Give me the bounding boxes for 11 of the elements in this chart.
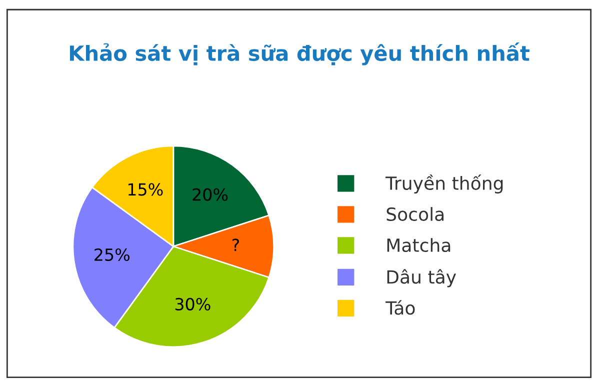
data-label: 30%	[175, 298, 210, 310]
legend-label: Truyền thống	[386, 174, 503, 194]
legend-label: Táo	[386, 300, 415, 315]
chart-title: Khảo sát vị trà sữa được yêu thích nhất	[70, 42, 530, 66]
legend-label: Dâu tây	[387, 269, 456, 288]
legend-label: Socola	[386, 207, 444, 222]
data-label: 25%	[94, 248, 130, 261]
data-label: ?	[232, 238, 239, 251]
data-label: 20%	[192, 188, 228, 201]
data-label: 15%	[128, 183, 163, 196]
legend-label: Matcha	[387, 238, 450, 252]
